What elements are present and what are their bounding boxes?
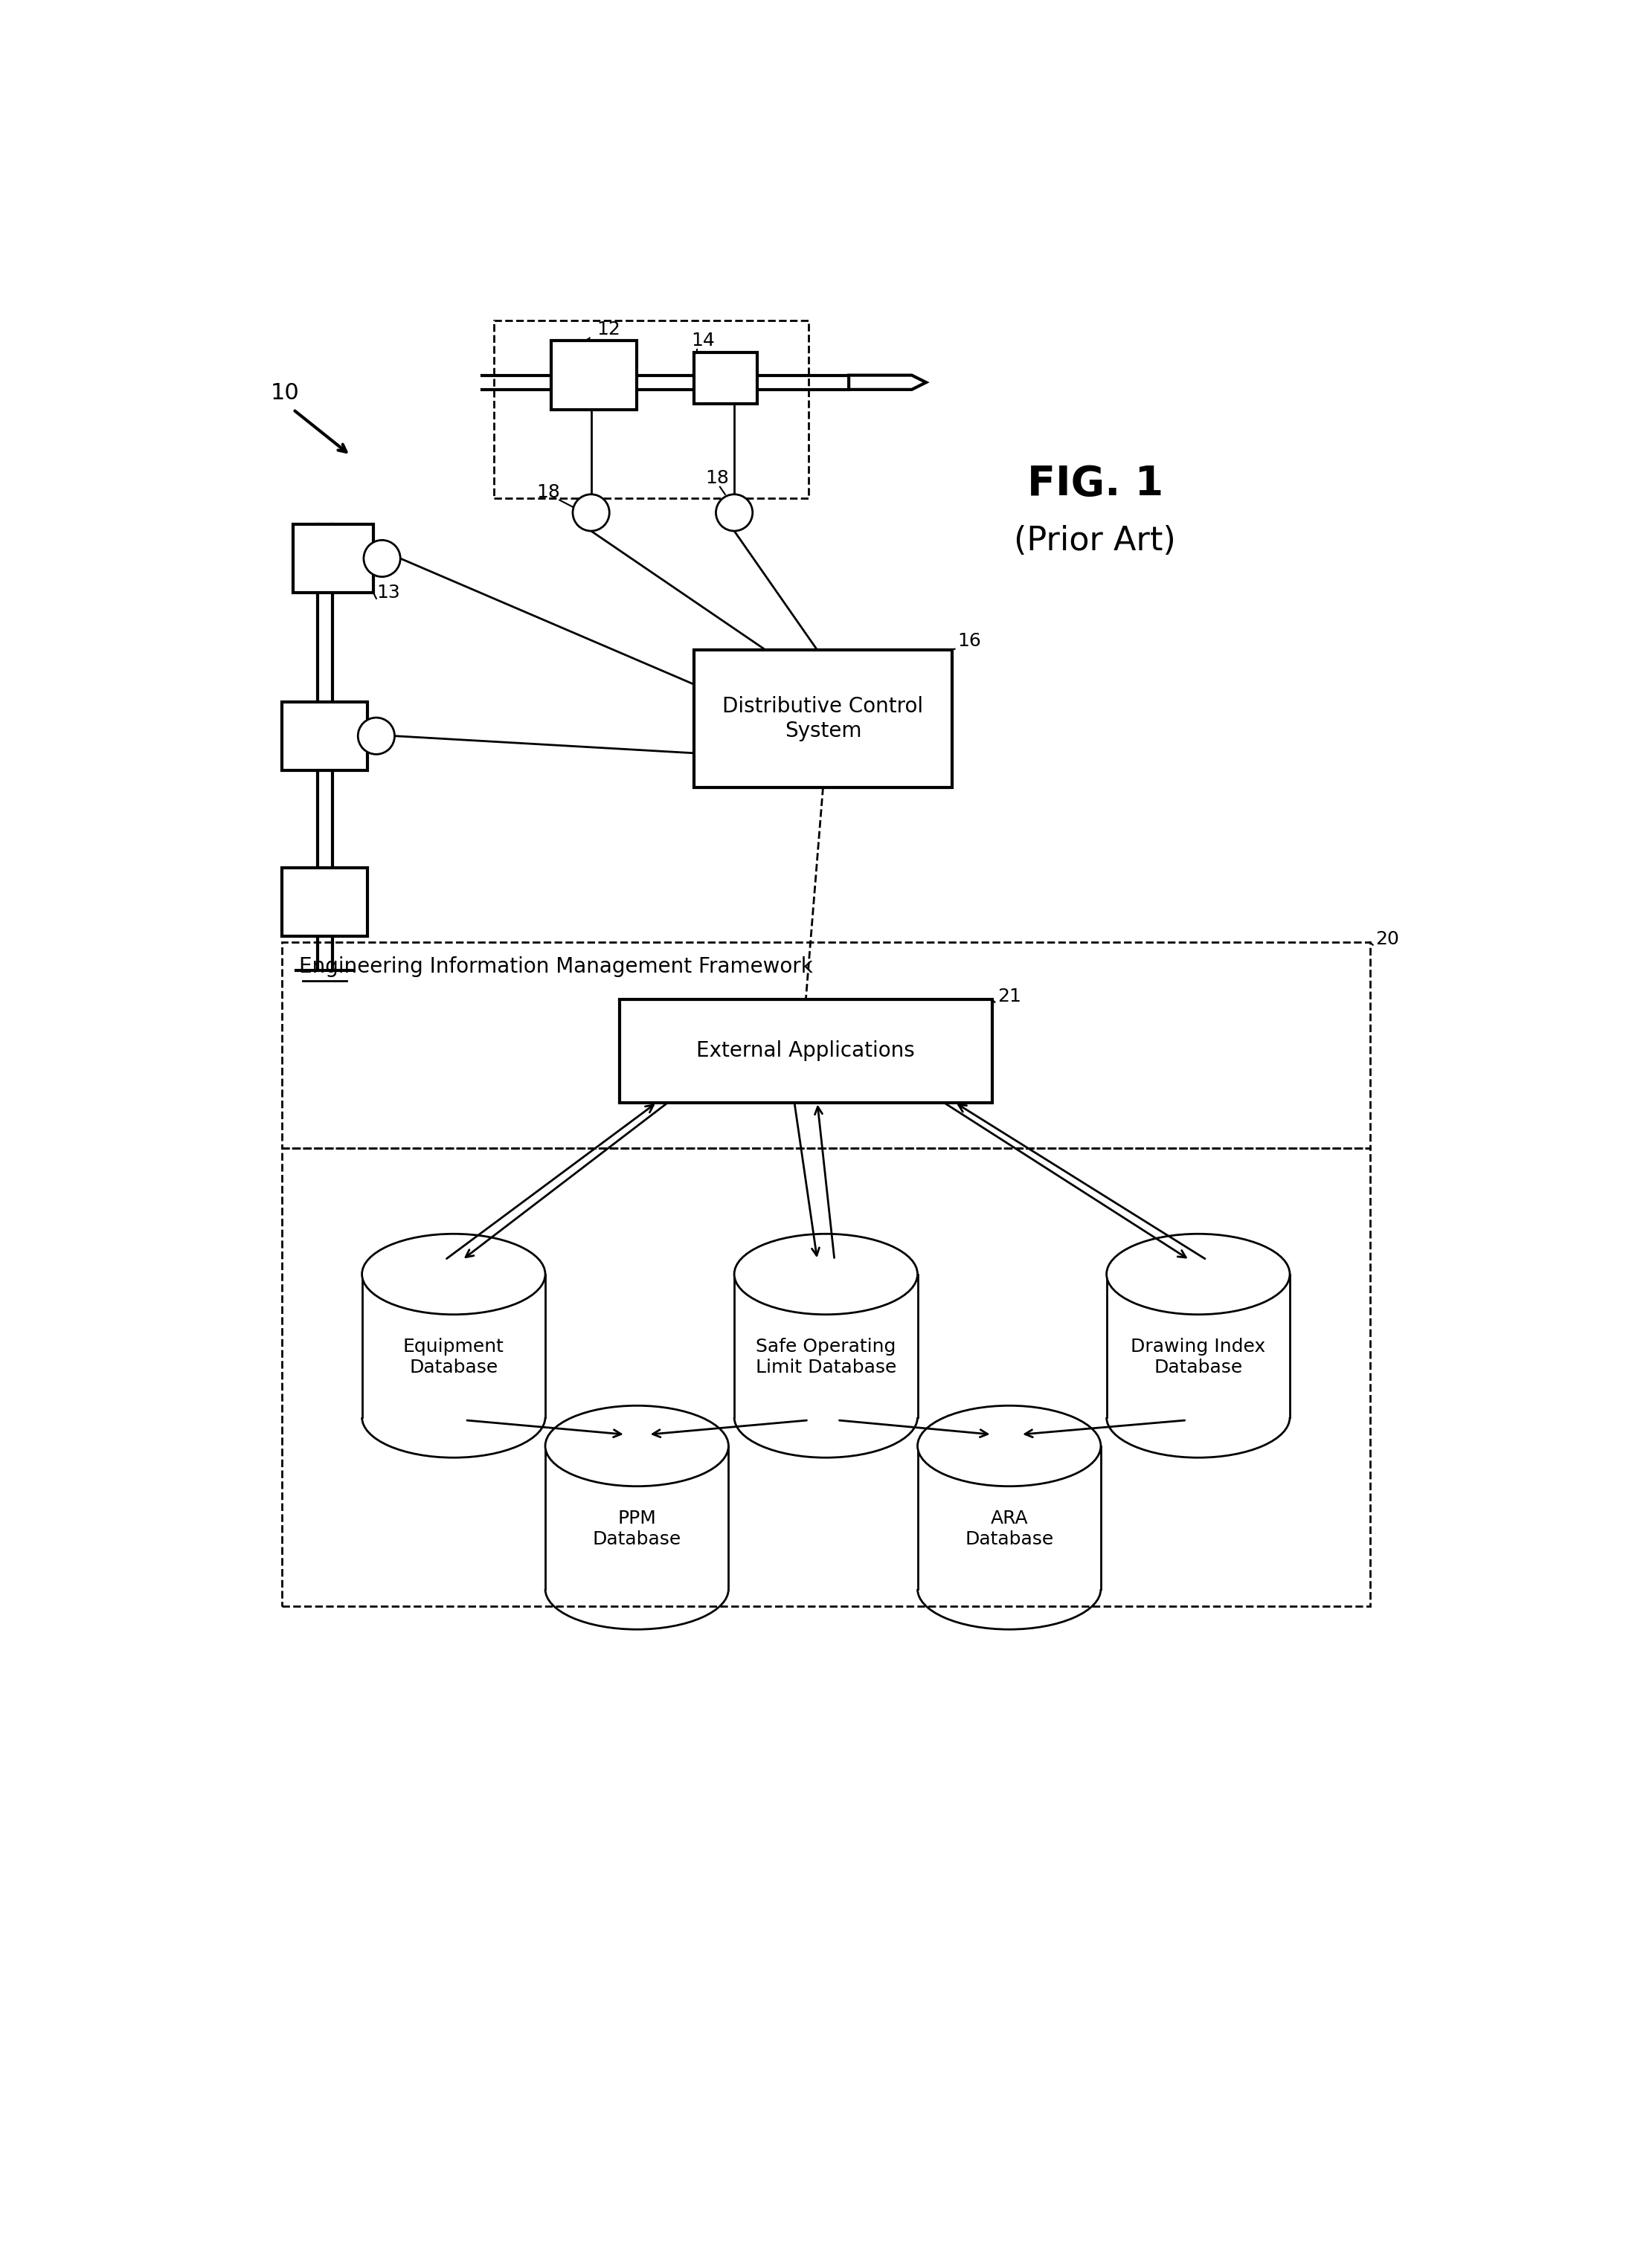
FancyBboxPatch shape <box>363 1275 545 1418</box>
Text: 18: 18 <box>537 483 561 501</box>
Circle shape <box>364 540 400 576</box>
Text: Engineering Information Management Framework: Engineering Information Management Frame… <box>299 957 813 978</box>
Text: (Prior Art): (Prior Art) <box>1015 526 1176 558</box>
Text: Safe Operating
Limit Database: Safe Operating Limit Database <box>756 1338 896 1377</box>
FancyBboxPatch shape <box>551 340 637 411</box>
Text: 24: 24 <box>1171 1243 1195 1259</box>
FancyBboxPatch shape <box>545 1447 728 1590</box>
Text: 23: 23 <box>808 1243 831 1259</box>
Text: Equipment
Database: Equipment Database <box>403 1338 504 1377</box>
Ellipse shape <box>735 1234 917 1315</box>
Ellipse shape <box>363 1234 545 1315</box>
Text: 21: 21 <box>998 987 1021 1005</box>
Text: PPM
Database: PPM Database <box>592 1510 681 1549</box>
Text: FIG. 1: FIG. 1 <box>1028 465 1163 503</box>
Text: 10: 10 <box>270 383 299 404</box>
Text: 25: 25 <box>628 1413 652 1431</box>
Circle shape <box>715 494 753 531</box>
Ellipse shape <box>917 1406 1101 1486</box>
Text: Drawing Index
Database: Drawing Index Database <box>1130 1338 1265 1377</box>
FancyBboxPatch shape <box>735 1275 917 1418</box>
FancyBboxPatch shape <box>694 352 758 404</box>
Text: ARA
Database: ARA Database <box>964 1510 1054 1549</box>
Circle shape <box>572 494 610 531</box>
FancyBboxPatch shape <box>1107 1275 1289 1418</box>
Ellipse shape <box>545 1406 728 1486</box>
Text: External Applications: External Applications <box>696 1041 915 1061</box>
Ellipse shape <box>1107 1234 1289 1315</box>
Text: Distributive Control
System: Distributive Control System <box>722 696 924 742</box>
Text: 20: 20 <box>1376 930 1400 948</box>
Text: 13: 13 <box>376 583 400 601</box>
Circle shape <box>358 717 395 755</box>
Text: 26: 26 <box>945 1413 969 1431</box>
FancyBboxPatch shape <box>281 869 367 937</box>
FancyBboxPatch shape <box>281 701 367 771</box>
Text: 18: 18 <box>706 469 730 488</box>
Polygon shape <box>849 374 927 390</box>
Text: 16: 16 <box>958 633 982 651</box>
FancyBboxPatch shape <box>917 1447 1101 1590</box>
FancyBboxPatch shape <box>694 651 951 787</box>
FancyBboxPatch shape <box>620 1000 992 1102</box>
Text: 12: 12 <box>597 320 621 338</box>
Text: 22: 22 <box>398 1243 423 1259</box>
Text: 14: 14 <box>691 331 715 349</box>
FancyBboxPatch shape <box>293 524 374 592</box>
